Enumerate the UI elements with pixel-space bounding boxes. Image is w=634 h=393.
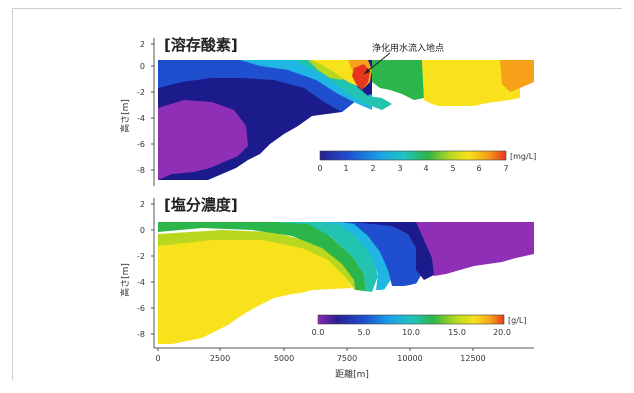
panel1-y-label: 高さ[m] [119,99,131,133]
panel1-cb-tick: 3 [397,164,402,173]
panel1-heatmap [158,60,534,180]
sal-region-purple [416,222,534,276]
x-tick: 12500 [460,354,485,363]
sal-region-blue [342,222,424,286]
panel2-cb-tick: 15.0 [448,328,466,337]
panel-dissolved-oxygen: [溶存酸素] 2 0 -2 -4 -6 -8 高さ[m] [119,36,536,186]
sal-region-teal [272,222,378,294]
panel2-colorbar [317,314,505,325]
panel1-colorbar-ticks: 0 1 2 3 4 5 6 7 [317,164,508,173]
do-region-cyan [240,60,372,110]
x-tick: 10000 [397,354,422,363]
panel1-colorbar [319,150,507,161]
panel2-y-tick: -6 [137,304,145,313]
x-ticks: 0 2500 5000 7500 10000 12500 [155,348,486,363]
panel1-y-tick: -6 [137,140,145,149]
do-region-teal [294,60,392,110]
panel1-colorbar-unit: [mg/L] [510,152,536,161]
panel2-y-label: 高さ[m] [119,263,131,297]
panel2-y-tick: -4 [137,278,145,287]
x-tick: 7500 [337,354,357,363]
figure-frame: [溶存酸素] 2 0 -2 -4 -6 -8 高さ[m] [12,8,622,380]
do-region-red [352,64,370,90]
sal-region-yellowgreen [158,230,358,292]
panel1-y-tick: -8 [137,166,145,175]
x-axis-label: 距離[m] [335,368,369,380]
panel1-y-ticks: 2 0 -2 -4 -6 -8 [137,40,154,175]
panel2-cb-tick: 10.0 [402,328,420,337]
panel2-colorbar-unit: [g/L] [508,316,526,325]
do-region-green [372,60,424,100]
panel1-title: [溶存酸素] [164,36,238,54]
panel2-cb-tick: 20.0 [493,328,511,337]
x-tick: 0 [155,354,160,363]
panel-salinity: [塩分濃度] 2 0 -2 -4 -6 -8 高さ[m] [119,196,534,380]
panel2-y-tick: 0 [140,226,145,235]
panel1-cb-tick: 0 [317,164,322,173]
panel1-y-tick: 0 [140,62,145,71]
sal-region-navy [352,222,436,280]
panel2-colorbar-ticks: 0.0 5.0 10.0 15.0 20.0 [312,328,511,337]
panel1-cb-tick: 4 [423,164,428,173]
x-tick: 5000 [274,354,294,363]
panel1-cb-tick: 2 [370,164,375,173]
panel1-cb-tick: 6 [476,164,481,173]
sal-region-yellow [158,234,352,344]
sal-region-green [158,222,366,294]
panel2-y-ticks: 2 0 -2 -4 -6 -8 [137,200,154,339]
panel1-y-tick: 2 [140,40,145,49]
annotation-inflow-point: 浄化用水流入地点 [372,42,444,54]
panel1-cb-tick: 5 [450,164,455,173]
x-tick: 2500 [210,354,230,363]
panel2-y-tick: -2 [137,252,145,261]
annotation-arrowhead [364,68,370,74]
do-region-orange-right [500,60,534,92]
panel2-heatmap [158,222,534,344]
panel2-cb-tick: 0.0 [312,328,325,337]
panel2-y-tick: 2 [140,200,145,209]
panel2-cb-tick: 5.0 [358,328,371,337]
do-region-purple [158,100,248,180]
figure: [溶存酸素] 2 0 -2 -4 -6 -8 高さ[m] [119,36,536,380]
panel1-cb-tick: 7 [503,164,508,173]
panel2-y-tick: -8 [137,330,145,339]
do-region-yellow-right [422,60,520,110]
panel1-y-tick: -2 [137,88,145,97]
panel1-cb-tick: 1 [343,164,348,173]
panel1-y-tick: -4 [137,114,145,123]
panel2-title: [塩分濃度] [164,196,238,214]
